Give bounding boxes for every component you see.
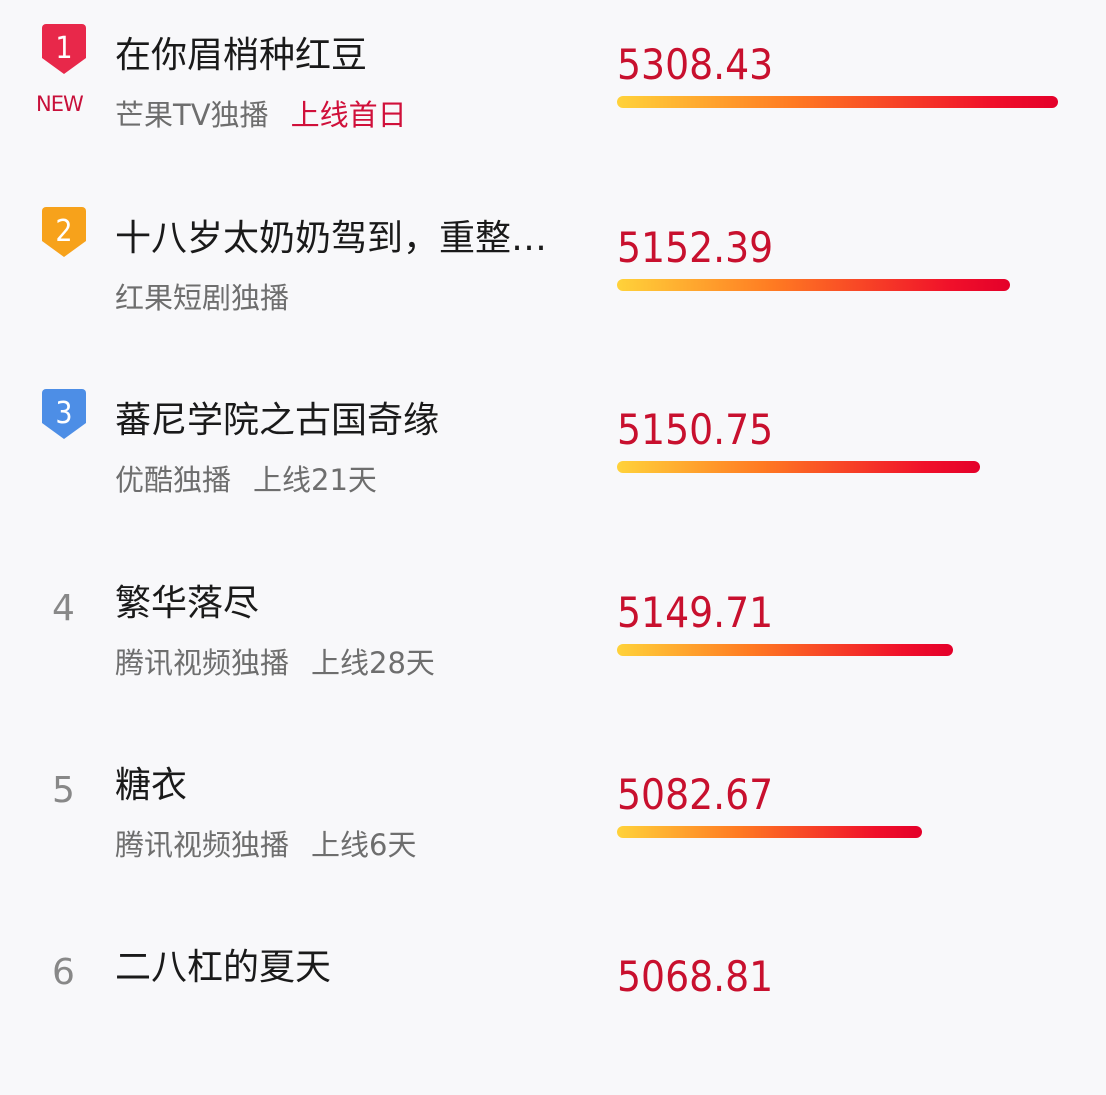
item-subtitle: 腾讯视频独播 上线28天 [115, 640, 435, 682]
rank-badge-icon: 3 [40, 387, 88, 441]
item-title[interactable]: 繁华落尽 [115, 583, 260, 624]
svg-text:1: 1 [55, 31, 72, 66]
ranking-item[interactable]: 6 二八杠的夏天 5068.81 [0, 912, 1106, 1095]
platform-label: 红果短剧独播 [115, 281, 290, 315]
rank-number: 4 [52, 588, 75, 629]
heat-score: 5068.81 [617, 952, 774, 1001]
rank-badge-icon: 2 [40, 205, 88, 259]
heat-score: 5082.67 [617, 770, 774, 819]
platform-label: 芒果TV独播 [115, 98, 269, 132]
heat-score: 5152.39 [617, 223, 774, 272]
item-subtitle: 优酷独播 上线21天 [115, 457, 377, 499]
ranking-item[interactable]: 5 糖衣腾讯视频独播 上线6天 5082.67 [0, 730, 1106, 913]
item-title[interactable]: 糖衣 [115, 765, 188, 806]
heat-bar [617, 461, 980, 473]
online-duration: 上线28天 [311, 646, 435, 680]
platform-label: 腾讯视频独播 [115, 828, 290, 862]
item-subtitle: 腾讯视频独播 上线6天 [115, 822, 416, 864]
online-duration: 上线6天 [311, 828, 417, 862]
heat-bar [617, 644, 953, 656]
heat-score: 5150.75 [617, 405, 774, 454]
item-title[interactable]: 在你眉梢种红豆 [115, 35, 368, 76]
item-subtitle: 红果短剧独播 [115, 275, 289, 317]
svg-text:3: 3 [55, 396, 72, 431]
heat-bar [617, 279, 1010, 291]
ranking-item[interactable]: 4 繁华落尽腾讯视频独播 上线28天 5149.71 [0, 548, 1106, 731]
item-subtitle: 芒果TV独播 上线首日 [115, 92, 407, 134]
ranking-item[interactable]: 1 NEW 在你眉梢种红豆 芒果TV独播 上线首日 5308.43 [0, 0, 1106, 183]
item-title[interactable]: 十八岁太奶奶驾到，重整… [115, 218, 548, 259]
online-duration: 上线首日 [290, 98, 407, 132]
item-title[interactable]: 蕃尼学院之古国奇缘 [115, 400, 440, 441]
rank-number: 5 [52, 770, 75, 811]
online-duration: 上线21天 [253, 463, 377, 497]
heat-score: 5149.71 [617, 588, 774, 637]
ranking-item[interactable]: 3 蕃尼学院之古国奇缘 优酷独播 上线21天 5150.75 [0, 365, 1106, 548]
svg-text:2: 2 [55, 214, 72, 249]
rank-number: 6 [52, 952, 75, 993]
new-badge: NEW [36, 92, 84, 116]
heat-score: 5308.43 [617, 40, 774, 89]
heat-bar [617, 826, 922, 838]
item-title[interactable]: 二八杠的夏天 [115, 947, 332, 988]
heat-bar [617, 96, 1058, 108]
ranking-item[interactable]: 2 十八岁太奶奶驾到，重整… 红果短剧独播 5152.39 [0, 183, 1106, 366]
platform-label: 优酷独播 [115, 463, 232, 497]
rank-badge-icon: 1 [40, 22, 88, 76]
platform-label: 腾讯视频独播 [115, 646, 290, 680]
